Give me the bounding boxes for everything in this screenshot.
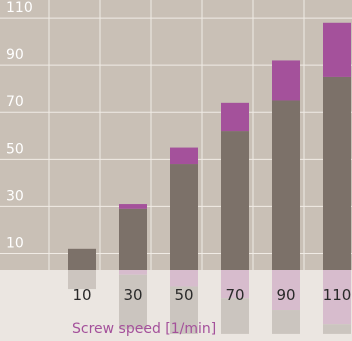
bar-reflection-top <box>323 270 351 325</box>
bar-reflection-base <box>170 286 198 334</box>
bar-reflections <box>68 270 351 334</box>
bar-reflection <box>323 270 351 334</box>
bar-base <box>323 76 351 270</box>
bar-reflection <box>68 270 96 290</box>
x-tick-label: 110 <box>323 286 352 304</box>
x-tick-label: 90 <box>276 286 295 304</box>
bar-base <box>221 131 249 270</box>
axis-band <box>0 270 352 341</box>
bar-base <box>170 164 198 270</box>
y-axis-ticks: 10 30 50 70 90 110 <box>6 0 33 251</box>
bar-base <box>68 248 96 270</box>
y-tick-label: 30 <box>6 188 24 204</box>
x-tick-label: 30 <box>123 286 142 304</box>
y-tick-label: 90 <box>6 47 24 63</box>
bar-top <box>221 102 249 132</box>
y-tick-label: 50 <box>6 141 24 157</box>
bar-reflection-top <box>221 270 249 299</box>
x-tick-label: 50 <box>174 286 193 304</box>
bar-top <box>323 22 351 77</box>
bar-reflection-top <box>170 270 198 287</box>
bar-reflection-top <box>272 270 300 311</box>
bar-reflection-base <box>68 270 96 290</box>
bar-top <box>119 204 147 209</box>
y-tick-label: 110 <box>6 0 33 16</box>
bar-reflection-base <box>221 298 249 334</box>
bar-base <box>272 100 300 271</box>
x-axis-ticks: 10 30 50 70 90 110 <box>72 286 351 304</box>
bar-reflection <box>119 270 147 330</box>
bar-reflection-base <box>119 274 147 330</box>
bar-reflection <box>170 270 198 334</box>
y-tick-label: 10 <box>6 236 24 252</box>
x-tick-label: 10 <box>72 286 91 304</box>
bar-reflection-base <box>323 324 351 334</box>
bar-reflection-top <box>119 270 147 275</box>
y-tick-label: 70 <box>6 94 24 110</box>
bar-reflection-base <box>272 310 300 334</box>
bar-top <box>272 60 300 101</box>
bars <box>68 22 351 271</box>
x-tick-label: 70 <box>225 286 244 304</box>
bar-base <box>119 208 147 270</box>
x-axis-label: Screw speed [1/min] <box>72 321 216 337</box>
bar-top <box>170 147 198 165</box>
bar-reflection <box>221 270 249 334</box>
bar-reflection <box>272 270 300 334</box>
